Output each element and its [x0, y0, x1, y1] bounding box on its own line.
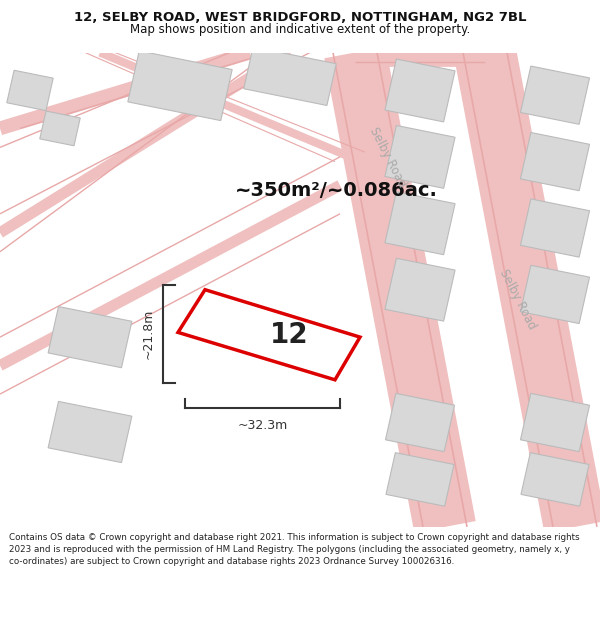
Polygon shape: [520, 393, 590, 452]
Polygon shape: [128, 51, 232, 121]
Polygon shape: [7, 70, 53, 111]
Polygon shape: [520, 66, 590, 124]
Text: ~350m²/~0.086ac.: ~350m²/~0.086ac.: [235, 181, 438, 199]
Polygon shape: [385, 192, 455, 255]
Polygon shape: [385, 393, 455, 452]
Polygon shape: [244, 47, 336, 106]
Text: Selby Road: Selby Road: [367, 124, 409, 189]
Polygon shape: [40, 111, 80, 146]
Polygon shape: [520, 199, 590, 257]
Polygon shape: [385, 126, 455, 188]
Polygon shape: [521, 452, 589, 506]
Polygon shape: [520, 132, 590, 191]
Polygon shape: [178, 290, 360, 380]
Text: 12: 12: [270, 321, 309, 349]
Polygon shape: [48, 306, 132, 368]
Polygon shape: [385, 258, 455, 321]
Polygon shape: [385, 59, 455, 122]
Polygon shape: [520, 266, 590, 324]
Text: Contains OS data © Crown copyright and database right 2021. This information is : Contains OS data © Crown copyright and d…: [9, 533, 580, 566]
Text: Map shows position and indicative extent of the property.: Map shows position and indicative extent…: [130, 23, 470, 36]
Text: 12, SELBY ROAD, WEST BRIDGFORD, NOTTINGHAM, NG2 7BL: 12, SELBY ROAD, WEST BRIDGFORD, NOTTINGH…: [74, 11, 526, 24]
Text: Selby Road: Selby Road: [497, 267, 539, 331]
Text: ~32.3m: ~32.3m: [238, 419, 287, 432]
Polygon shape: [386, 452, 454, 506]
Text: ~21.8m: ~21.8m: [142, 309, 155, 359]
Polygon shape: [48, 401, 132, 462]
